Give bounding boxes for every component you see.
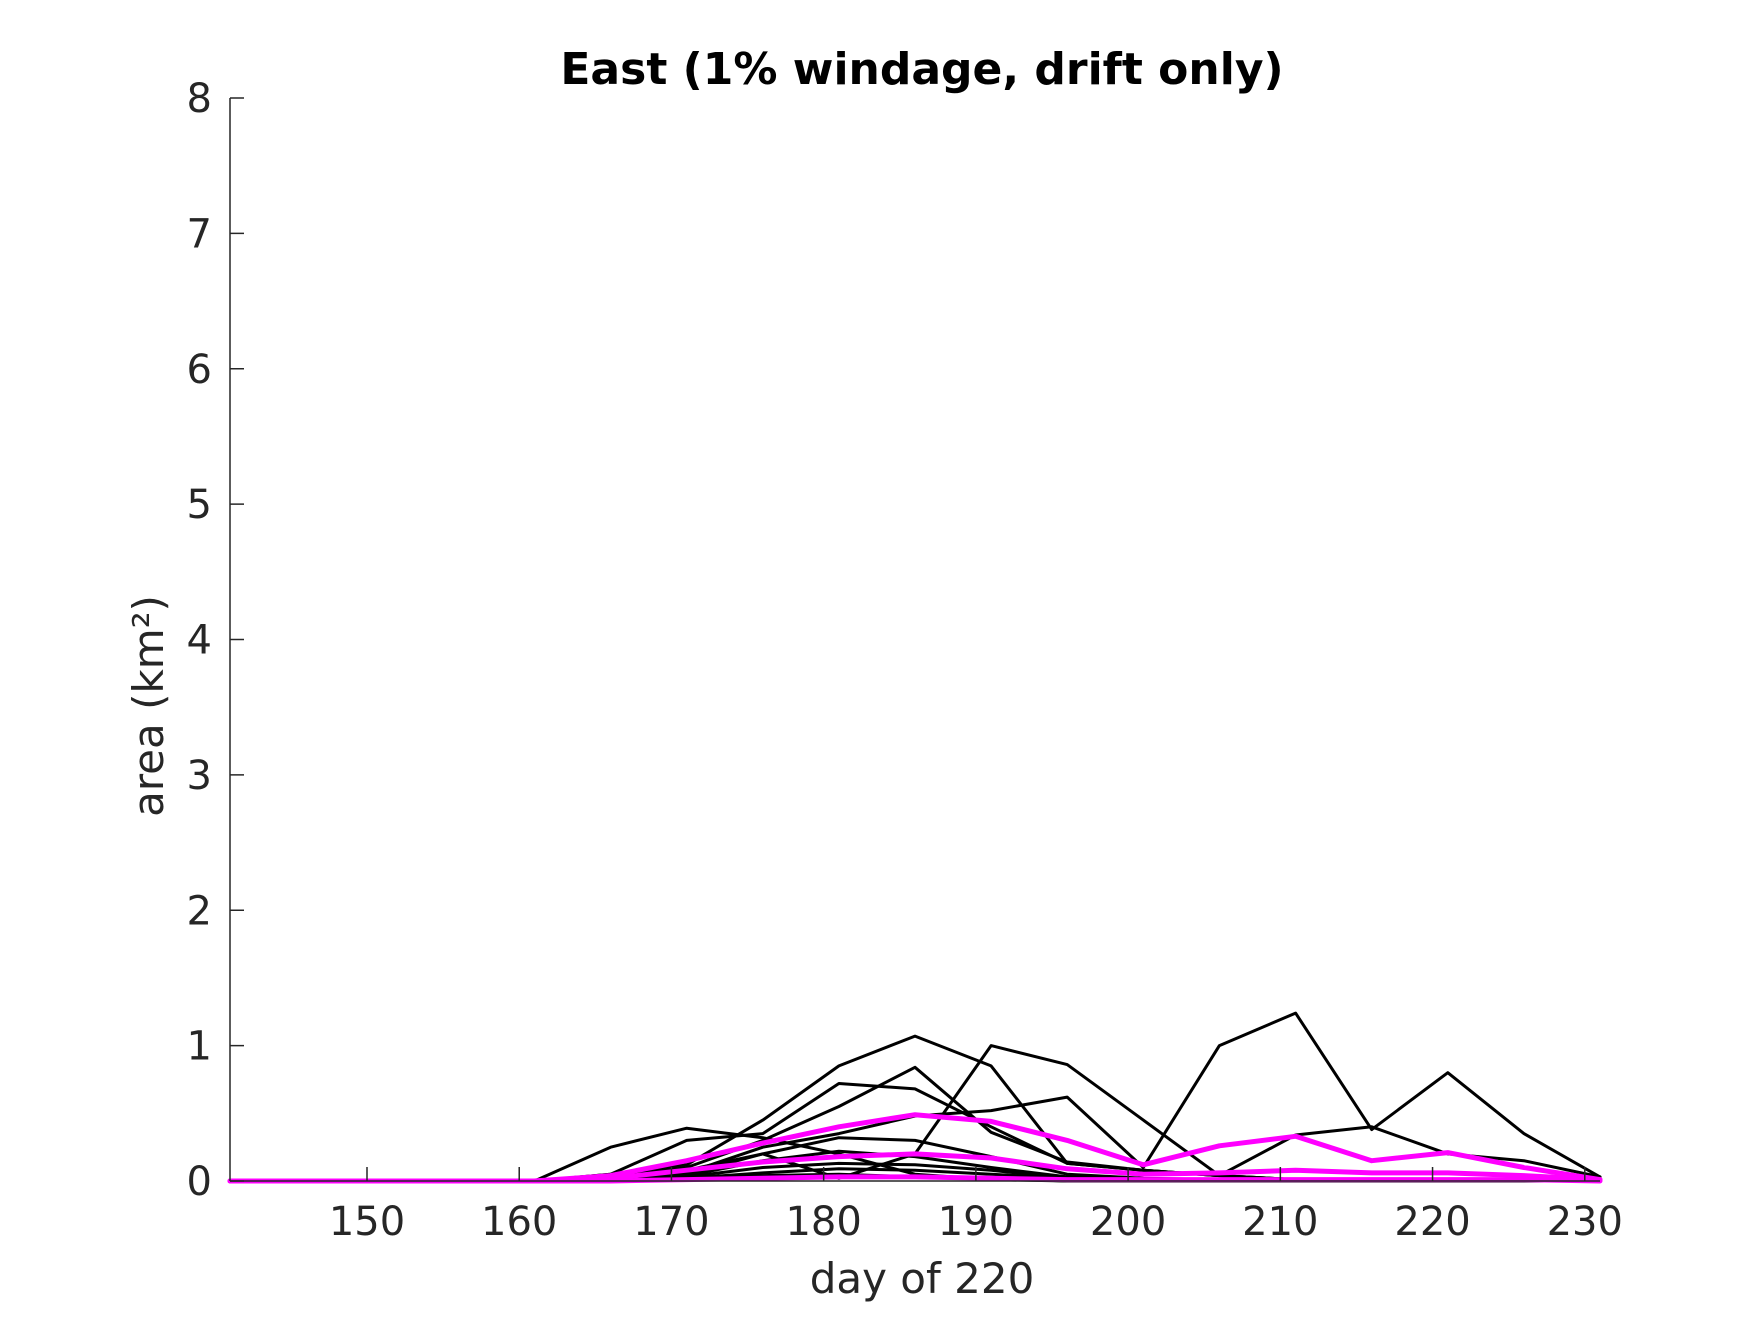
x-tick-label: 230 <box>1547 1199 1623 1245</box>
y-axis-label: area (km²) <box>124 595 173 817</box>
x-tick-label: 160 <box>481 1199 557 1245</box>
y-tick-label: 0 <box>187 1159 212 1205</box>
y-tick-label: 5 <box>187 482 212 528</box>
x-tick-label: 180 <box>785 1199 861 1245</box>
y-tick-label: 6 <box>187 347 212 393</box>
x-tick-label: 170 <box>633 1199 709 1245</box>
plot-area <box>227 1011 1603 1184</box>
x-tick-label: 210 <box>1242 1199 1318 1245</box>
y-tick-label: 2 <box>187 888 212 934</box>
ensemble-series-line-1 <box>228 1082 1602 1183</box>
x-tick-label: 220 <box>1394 1199 1470 1245</box>
y-tick-label: 3 <box>187 753 212 799</box>
y-tick-label: 1 <box>187 1024 212 1070</box>
x-axis-label: day of 220 <box>810 1254 1035 1303</box>
y-tick-label: 8 <box>187 76 212 122</box>
axis-ticks: 0 1 2 3 4 5 6 7 8 150 160 170 180 190 200 210 220 230 <box>187 76 1623 1245</box>
x-tick-label: 200 <box>1090 1199 1166 1245</box>
y-tick-label: 4 <box>187 618 212 664</box>
x-tick-label: 190 <box>938 1199 1014 1245</box>
x-tick-label: 150 <box>329 1199 405 1245</box>
y-tick-label: 7 <box>187 211 212 257</box>
chart-title: East (1% windage, drift only) <box>560 44 1283 95</box>
